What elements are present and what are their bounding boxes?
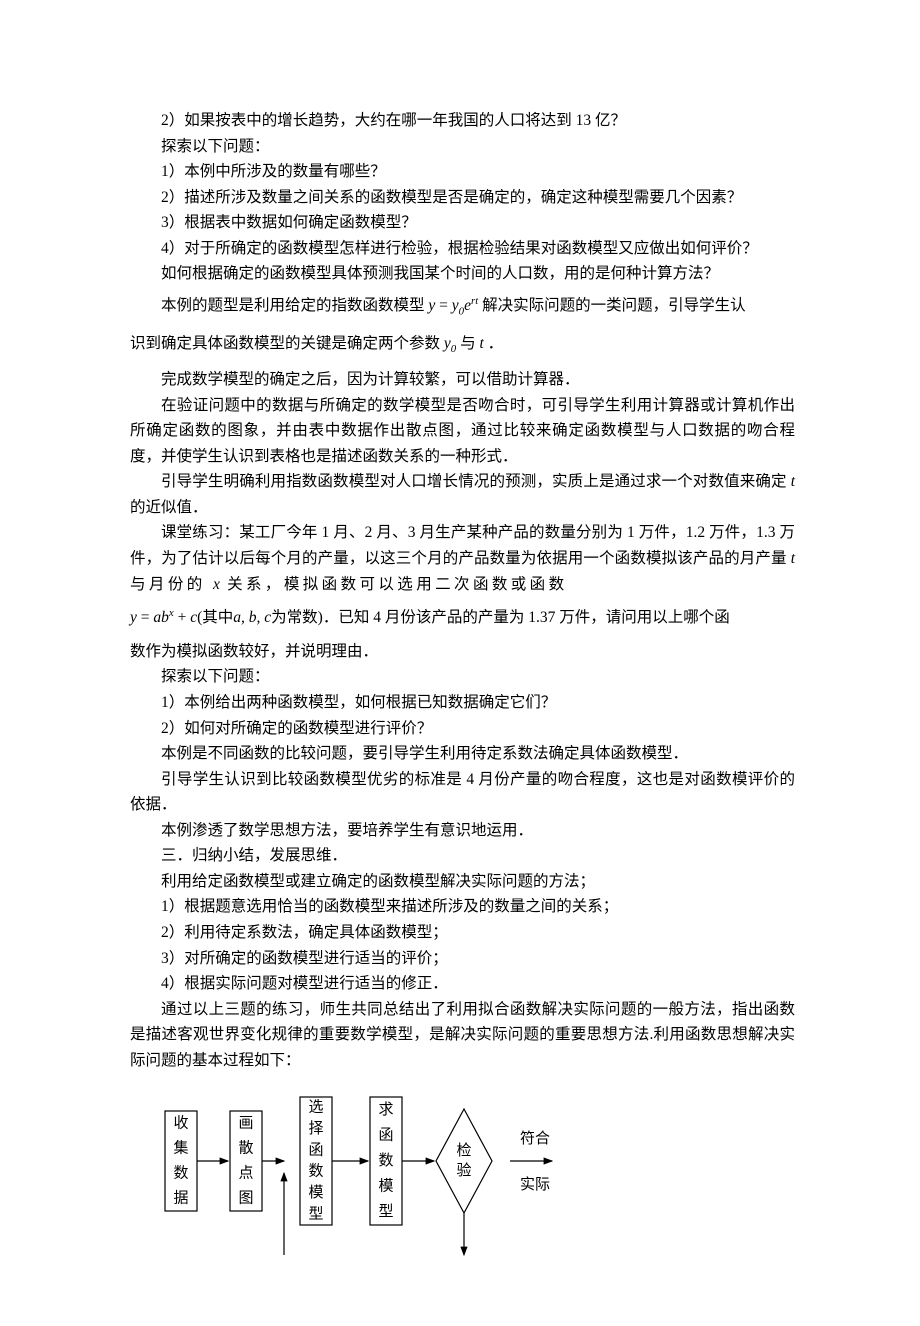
text: 与 <box>456 335 479 352</box>
paragraph: 2）描述所涉及数量之间关系的函数模型是否是确定的，确定这种模型需要几个因素？ <box>130 185 795 211</box>
svg-text:数: 数 <box>378 1152 393 1169</box>
svg-text:择: 择 <box>308 1120 323 1137</box>
svg-text:选: 选 <box>308 1099 323 1116</box>
math-var: t <box>791 473 795 490</box>
svg-text:散: 散 <box>238 1140 253 1157</box>
paragraph: 如何根据确定的函数模型具体预测我国某个时间的人口数，用的是何种计算方法？ <box>130 261 795 287</box>
math-var: t <box>791 550 795 567</box>
svg-text:数: 数 <box>308 1163 323 1180</box>
math-var: y <box>444 335 451 352</box>
paragraph: 1）本例给出两种函数模型，如何根据已知数据确定它们？ <box>130 690 795 716</box>
svg-text:点: 点 <box>238 1165 253 1182</box>
math-var: ab <box>153 609 169 626</box>
svg-text:函: 函 <box>378 1127 393 1144</box>
paragraph: 2）利用待定系数法，确定具体函数模型； <box>130 920 795 946</box>
text: 引导学生明确利用指数函数模型对人口增长情况的预测，实质上是通过求一个对数值来确定 <box>161 473 791 490</box>
svg-text:符合: 符合 <box>520 1130 550 1147</box>
paragraph: 1）本例中所涉及的数量有哪些？ <box>130 159 795 185</box>
svg-text:据: 据 <box>173 1190 188 1207</box>
text: 本例的题型是利用给定的指数函数模型 <box>161 297 428 314</box>
svg-text:收: 收 <box>173 1115 188 1132</box>
math-var: y <box>452 297 459 314</box>
math-var: x <box>213 576 220 593</box>
document-page: 2）如果按表中的增长趋势，大约在哪一年我国的人口将达到 13 亿？ 探索以下问题… <box>0 0 920 1326</box>
paragraph: 4）根据实际问题对模型进行适当的修正． <box>130 971 795 997</box>
paragraph: 利用给定函数模型或建立确定的函数模型解决实际问题的方法； <box>130 869 795 895</box>
paragraph: 本例是不同函数的比较问题，要引导学生利用待定系数法确定具体函数模型． <box>130 741 795 767</box>
svg-text:检: 检 <box>456 1142 471 1159</box>
svg-text:求: 求 <box>378 1101 393 1118</box>
svg-text:数: 数 <box>173 1165 188 1182</box>
math-op: + <box>174 609 191 626</box>
text: 为常数) <box>271 609 323 626</box>
paragraph: y = abx + c(其中a, b, c为常数)．已知 4 月份该产品的产量为… <box>130 605 795 631</box>
paragraph: 4）对于所确定的函数模型怎样进行检验，根据检验结果对函数模型又应做出如何评价？ <box>130 236 795 262</box>
text: (其中 <box>197 609 233 626</box>
text: ． <box>484 335 503 352</box>
paragraph: 在验证问题中的数据与所确定的数学模型是否吻合时，可引导学生利用计算器或计算机作出… <box>130 393 795 470</box>
svg-text:型: 型 <box>308 1206 323 1223</box>
paragraph: 探索以下问题： <box>130 664 795 690</box>
text: 关系，模拟函数可以选用二次函数或函数 <box>220 576 568 593</box>
svg-text:画: 画 <box>238 1116 253 1132</box>
paragraph: 三．归纳小结，发展思维． <box>130 843 795 869</box>
math-op: = <box>137 609 154 626</box>
paragraph: 2）如何对所确定的函数模型进行评价？ <box>130 716 795 742</box>
math-var: e <box>464 297 471 314</box>
paragraph: 3）对所确定的函数模型进行适当的评价； <box>130 946 795 972</box>
paragraph: 数作为模拟函数较好，并说明理由． <box>130 639 795 665</box>
flowchart-diagram: 收集数据画散点图选择函数模型求函数模型检验符合实际 <box>160 1087 795 1266</box>
text: 的近似值． <box>130 499 208 516</box>
text: 课堂练习：某工厂今年 1 月、2 月、3 月生产某种产品的数量分别为 1 万件，… <box>130 524 795 567</box>
svg-text:模: 模 <box>308 1184 323 1201</box>
paragraph: 通过以上三题的练习，师生共同总结出了利用拟合函数解决实际问题的一般方法，指出函数… <box>130 997 795 1074</box>
paragraph: 完成数学模型的确定之后，因为计算较繁，可以借助计算器． <box>130 367 795 393</box>
svg-text:模: 模 <box>378 1178 393 1195</box>
paragraph: 本例的题型是利用给定的指数函数模型 y = y0ert 解决实际问题的一类问题，… <box>130 293 795 321</box>
flowchart-svg: 收集数据画散点图选择函数模型求函数模型检验符合实际 <box>160 1087 590 1257</box>
paragraph: 识到确定具体函数模型的关键是确定两个参数 y0 与 t ． <box>130 331 795 359</box>
text: 解决实际问题的一类问题，引导学生认 <box>478 297 745 314</box>
paragraph: 探索以下问题： <box>130 134 795 160</box>
text: 识到确定具体函数模型的关键是确定两个参数 <box>130 335 444 352</box>
math-var: a, b, c <box>233 609 271 626</box>
paragraph: 引导学生明确利用指数函数模型对人口增长情况的预测，实质上是通过求一个对数值来确定… <box>130 469 795 520</box>
text: ．已知 4 月份该产品的产量为 1.37 万件，请问用以上哪个函 <box>323 609 730 626</box>
svg-text:函: 函 <box>308 1142 323 1159</box>
paragraph: 1）根据题意选用恰当的函数模型来描述所涉及的数量之间的关系； <box>130 894 795 920</box>
svg-text:型: 型 <box>378 1204 393 1221</box>
paragraph: 2）如果按表中的增长趋势，大约在哪一年我国的人口将达到 13 亿？ <box>130 108 795 134</box>
text: 与月份的 <box>130 576 213 593</box>
math-op: = <box>435 297 452 314</box>
math-var: y <box>130 609 137 626</box>
paragraph: 引导学生认识到比较函数模型优劣的标准是 4 月份产量的吻合程度，这也是对函数模评… <box>130 767 795 818</box>
paragraph: 3）根据表中数据如何确定函数模型？ <box>130 210 795 236</box>
paragraph: 课堂练习：某工厂今年 1 月、2 月、3 月生产某种产品的数量分别为 1 万件，… <box>130 520 795 597</box>
paragraph: 本例渗透了数学思想方法，要培养学生有意识地运用． <box>130 818 795 844</box>
svg-text:实际: 实际 <box>520 1176 550 1193</box>
svg-text:验: 验 <box>456 1162 471 1179</box>
svg-text:图: 图 <box>238 1190 253 1207</box>
svg-text:集: 集 <box>173 1140 188 1157</box>
